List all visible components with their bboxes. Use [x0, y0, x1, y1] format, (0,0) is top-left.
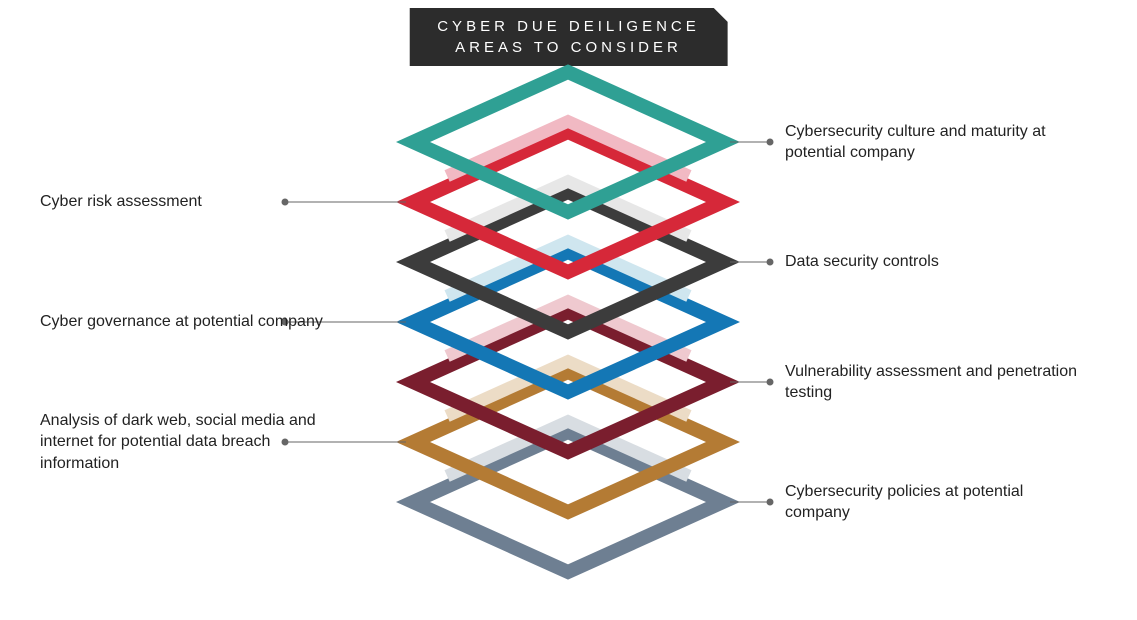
layer-label-red: Cyber risk assessment	[40, 191, 340, 213]
layer-label-charcoal: Data security controls	[785, 251, 1085, 273]
callout-dot-charcoal	[767, 259, 774, 266]
layer-shadow-blue	[447, 301, 689, 356]
layer-diamond-blue	[413, 252, 723, 392]
layer-shadow-bronze	[447, 421, 689, 476]
title-banner: CYBER DUE DEILIGENCE AREAS TO CONSIDER	[409, 8, 728, 66]
diagram-svg	[0, 0, 1137, 620]
layer-shadow-teal	[447, 121, 689, 176]
layer-shadow-red	[447, 181, 689, 236]
callout-dot-slate	[767, 499, 774, 506]
title-line1: CYBER DUE DEILIGENCE	[437, 18, 700, 35]
title-line2: AREAS TO CONSIDER	[455, 39, 682, 56]
layer-label-blue: Cyber governance at potential company	[40, 311, 340, 333]
layer-shadow-charcoal	[447, 241, 689, 296]
layer-diamond-slate	[413, 432, 723, 572]
layer-label-teal: Cybersecurity culture and maturity at po…	[785, 121, 1085, 164]
layer-label-maroon: Vulnerability assessment and penetration…	[785, 361, 1085, 404]
layer-label-slate: Cybersecurity policies at potential comp…	[785, 481, 1085, 524]
callout-dot-maroon	[767, 379, 774, 386]
layer-diamond-maroon	[413, 312, 723, 452]
layer-diamond-bronze	[413, 372, 723, 512]
layer-diamond-charcoal	[413, 192, 723, 332]
layer-diamond-red	[413, 132, 723, 272]
layer-diamond-teal	[413, 72, 723, 212]
callout-dot-teal	[767, 139, 774, 146]
layer-shadow-maroon	[447, 361, 689, 416]
layer-label-bronze: Analysis of dark web, social media and i…	[40, 410, 340, 475]
